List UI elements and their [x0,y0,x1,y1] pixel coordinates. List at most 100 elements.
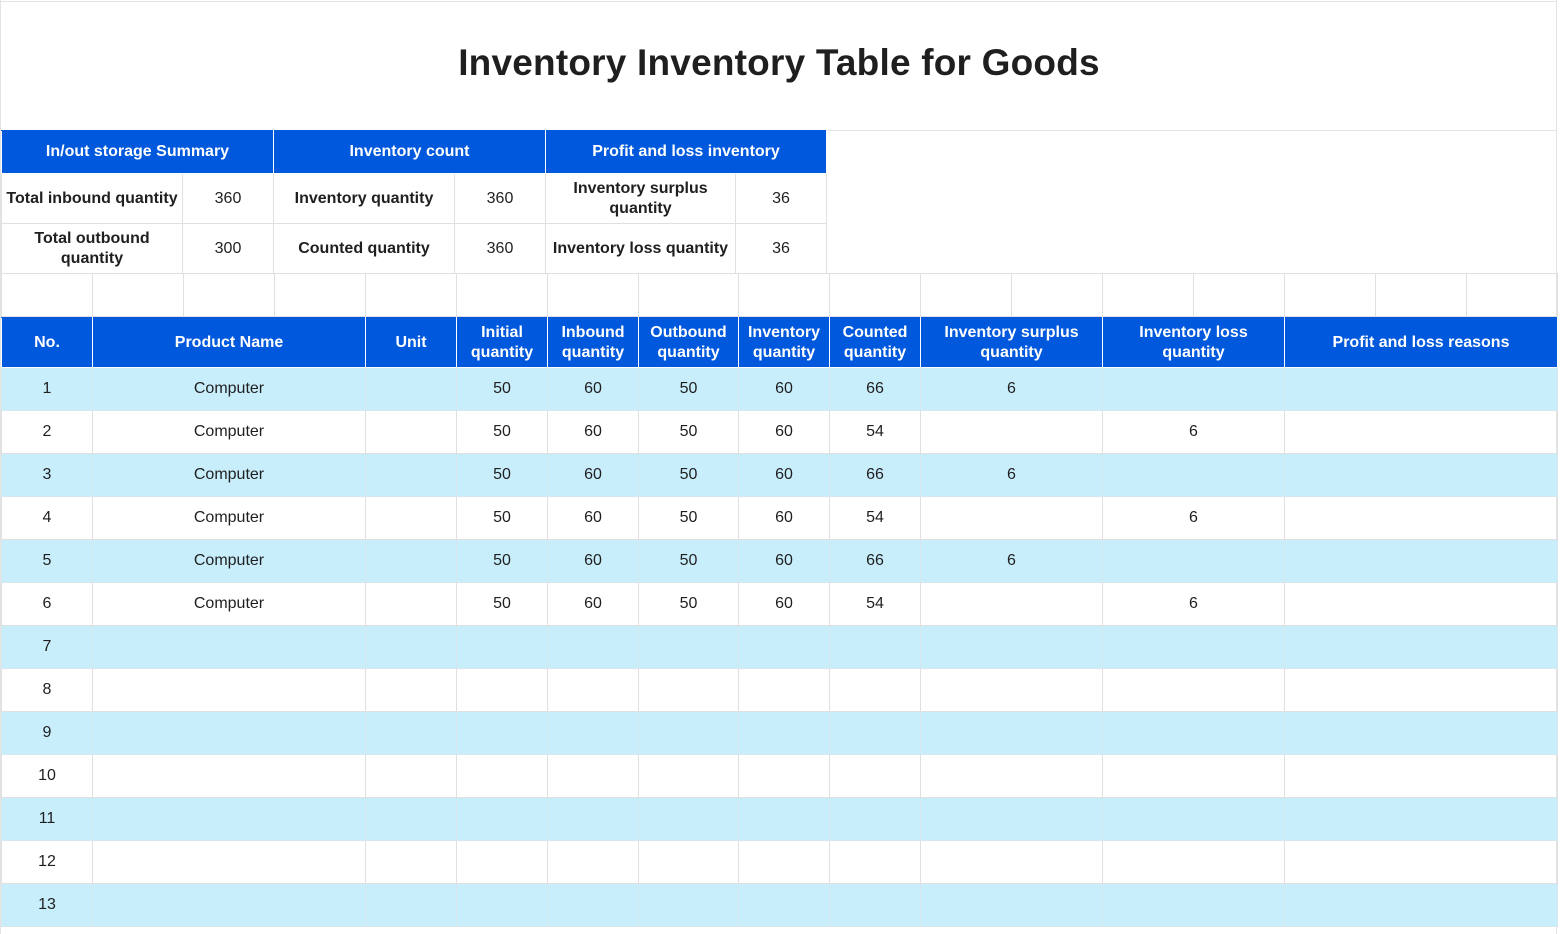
cell-loss-quantity[interactable] [1102,668,1285,712]
cell-counted-quantity[interactable] [829,754,921,798]
cell-surplus-quantity[interactable] [920,840,1103,884]
empty-cell[interactable] [1466,273,1558,317]
total-inbound-value[interactable]: 360 [182,173,274,224]
empty-cell[interactable] [274,273,366,317]
cell-inventory-quantity[interactable]: 60 [738,410,830,454]
cell-surplus-quantity[interactable]: 6 [920,453,1103,497]
cell-product-name[interactable] [92,668,366,712]
cell-unit[interactable] [365,883,457,927]
cell-counted-quantity[interactable] [829,668,921,712]
cell-loss-quantity[interactable]: 6 [1102,582,1285,626]
cell-outbound-quantity[interactable]: 50 [638,496,739,540]
summary-header-count[interactable]: Inventory count [273,130,546,174]
empty-cell[interactable] [638,273,739,317]
empty-cell[interactable] [1011,273,1103,317]
cell-surplus-quantity[interactable] [920,711,1103,755]
cell-outbound-quantity[interactable]: 50 [638,453,739,497]
cell-pl-reason[interactable] [1284,367,1558,411]
empty-cell[interactable] [1102,273,1194,317]
cell-loss-quantity[interactable] [1102,797,1285,841]
cell-pl-reason[interactable] [1284,754,1558,798]
cell-inbound-quantity[interactable] [547,625,639,669]
cell-loss-quantity[interactable]: 6 [1102,410,1285,454]
cell-product-name[interactable] [92,711,366,755]
cell-initial-quantity[interactable] [456,797,548,841]
cell-counted-quantity[interactable]: 66 [829,539,921,583]
cell-inventory-quantity[interactable] [738,754,830,798]
col-header-initial-quantity[interactable]: Initial quantity [456,317,548,368]
cell-outbound-quantity[interactable] [638,668,739,712]
cell-unit[interactable] [365,410,457,454]
cell-product-name[interactable] [92,625,366,669]
cell-surplus-quantity[interactable] [920,410,1103,454]
cell-no[interactable]: 1 [1,367,93,411]
cell-product-name[interactable]: Computer [92,367,366,411]
summary-header-inout[interactable]: In/out storage Summary [1,130,274,174]
cell-surplus-quantity[interactable] [920,496,1103,540]
cell-unit[interactable] [365,496,457,540]
cell-outbound-quantity[interactable] [638,625,739,669]
cell-counted-quantity[interactable] [829,883,921,927]
cell-inventory-quantity[interactable]: 60 [738,582,830,626]
cell-no[interactable]: 7 [1,625,93,669]
cell-counted-quantity[interactable] [829,711,921,755]
col-header-counted-quantity[interactable]: Counted quantity [829,317,921,368]
cell-no[interactable]: 3 [1,453,93,497]
cell-unit[interactable] [365,367,457,411]
cell-outbound-quantity[interactable]: 50 [638,539,739,583]
cell-product-name[interactable] [92,840,366,884]
cell-product-name[interactable]: Computer [92,496,366,540]
cell-surplus-quantity[interactable] [920,625,1103,669]
cell-inventory-quantity[interactable] [738,668,830,712]
cell-initial-quantity[interactable] [456,668,548,712]
cell-inventory-quantity[interactable] [738,711,830,755]
cell-counted-quantity[interactable] [829,625,921,669]
empty-cell[interactable] [1375,273,1467,317]
cell-product-name[interactable]: Computer [92,539,366,583]
cell-pl-reason[interactable] [1284,883,1558,927]
cell-outbound-quantity[interactable] [638,754,739,798]
cell-pl-reason[interactable] [1284,625,1558,669]
cell-inbound-quantity[interactable] [547,754,639,798]
cell-unit[interactable] [365,453,457,497]
cell-pl-reason[interactable] [1284,496,1558,540]
col-header-inbound-quantity[interactable]: Inbound quantity [547,317,639,368]
cell-outbound-quantity[interactable] [638,883,739,927]
cell-counted-quantity[interactable] [829,840,921,884]
cell-no[interactable]: 6 [1,582,93,626]
cell-outbound-quantity[interactable]: 50 [638,582,739,626]
col-header-pl-reasons[interactable]: Profit and loss reasons [1284,317,1558,368]
cell-inventory-quantity[interactable] [738,797,830,841]
cell-no[interactable]: 13 [1,883,93,927]
cell-inbound-quantity[interactable] [547,883,639,927]
cell-no[interactable]: 8 [1,668,93,712]
cell-pl-reason[interactable] [1284,797,1558,841]
counted-quantity-label[interactable]: Counted quantity [273,223,455,274]
cell-outbound-quantity[interactable] [638,840,739,884]
cell-initial-quantity[interactable] [456,754,548,798]
empty-cell[interactable] [738,273,830,317]
cell-unit[interactable] [365,625,457,669]
cell-initial-quantity[interactable] [456,625,548,669]
total-outbound-label[interactable]: Total outbound quantity [1,223,183,274]
cell-inventory-quantity[interactable]: 60 [738,453,830,497]
cell-initial-quantity[interactable]: 50 [456,453,548,497]
cell-no[interactable]: 4 [1,496,93,540]
cell-pl-reason[interactable] [1284,668,1558,712]
cell-inventory-quantity[interactable]: 60 [738,539,830,583]
cell-unit[interactable] [365,539,457,583]
cell-inbound-quantity[interactable] [547,668,639,712]
cell-no[interactable]: 9 [1,711,93,755]
counted-quantity-value[interactable]: 360 [454,223,546,274]
inventory-loss-value[interactable]: 36 [735,223,827,274]
cell-product-name[interactable]: Computer [92,453,366,497]
cell-counted-quantity[interactable]: 54 [829,496,921,540]
total-outbound-value[interactable]: 300 [182,223,274,274]
cell-loss-quantity[interactable] [1102,840,1285,884]
empty-cell[interactable] [1,273,93,317]
cell-inbound-quantity[interactable] [547,797,639,841]
cell-loss-quantity[interactable] [1102,539,1285,583]
empty-cell[interactable] [365,273,457,317]
cell-loss-quantity[interactable] [1102,625,1285,669]
empty-cell[interactable] [1193,273,1285,317]
